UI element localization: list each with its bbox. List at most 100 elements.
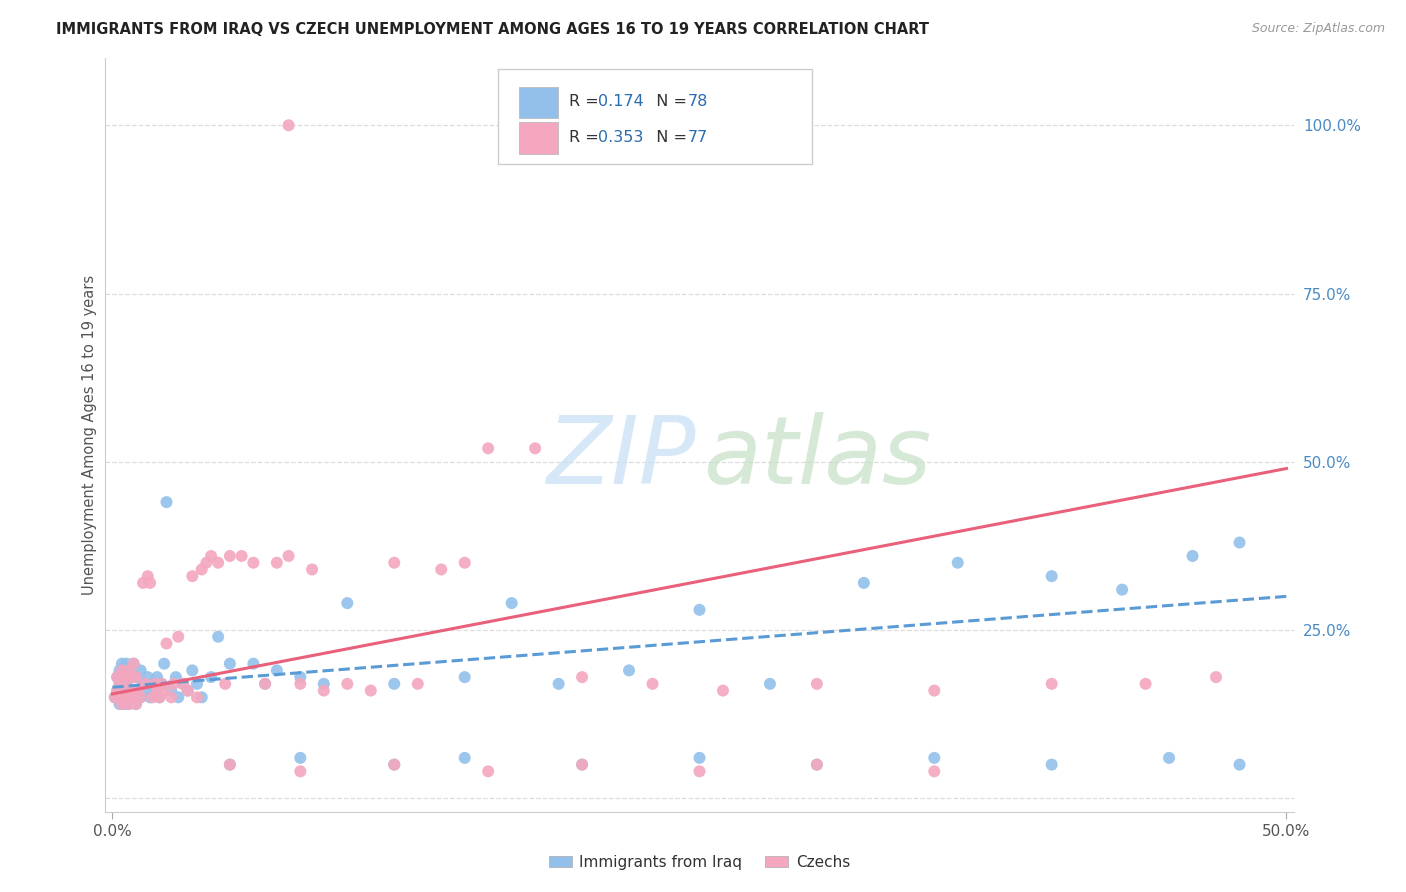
Text: R =: R = — [569, 95, 603, 109]
Text: 78: 78 — [688, 95, 709, 109]
Point — [155, 636, 177, 650]
Text: atlas: atlas — [703, 412, 931, 503]
Point — [688, 603, 710, 617]
Point — [125, 670, 148, 684]
Point — [382, 677, 405, 691]
Point — [688, 751, 710, 765]
Point — [806, 757, 828, 772]
Point — [122, 657, 145, 671]
Point — [111, 677, 134, 691]
Point — [139, 575, 162, 590]
Point — [1229, 757, 1251, 772]
Point — [134, 677, 156, 691]
Point — [115, 677, 138, 691]
Point — [200, 670, 222, 684]
Point — [946, 556, 969, 570]
Point — [176, 683, 198, 698]
Point — [190, 562, 212, 576]
Point — [127, 683, 149, 698]
Point — [108, 664, 131, 678]
Point — [120, 690, 142, 705]
Point — [105, 670, 128, 684]
Point — [132, 677, 155, 691]
Point — [105, 683, 128, 698]
Point — [617, 664, 640, 678]
Point — [108, 677, 131, 691]
Point — [186, 690, 208, 705]
Point — [922, 683, 945, 698]
Point — [501, 596, 523, 610]
Point — [160, 683, 183, 698]
Point — [136, 670, 159, 684]
Point — [1157, 751, 1180, 765]
Point — [129, 690, 152, 705]
Point — [150, 677, 173, 691]
Point — [125, 697, 148, 711]
Point — [153, 683, 176, 698]
Point — [143, 683, 166, 698]
Point — [571, 670, 593, 684]
Point — [108, 677, 131, 691]
Point — [219, 757, 242, 772]
Point — [207, 556, 229, 570]
Point — [759, 677, 782, 691]
Point — [167, 630, 190, 644]
Point — [231, 549, 253, 563]
Point — [1229, 535, 1251, 549]
Point — [571, 757, 593, 772]
Point — [112, 664, 135, 678]
Point — [922, 764, 945, 779]
Point — [806, 677, 828, 691]
Point — [290, 677, 312, 691]
FancyBboxPatch shape — [519, 122, 558, 153]
Point — [571, 757, 593, 772]
Point — [155, 495, 177, 509]
Text: 77: 77 — [688, 129, 707, 145]
Point — [454, 751, 477, 765]
Point — [266, 664, 288, 678]
Point — [219, 657, 242, 671]
Point — [112, 683, 135, 698]
Point — [104, 690, 127, 705]
Point — [219, 549, 242, 563]
Point — [688, 764, 710, 779]
Point — [382, 757, 405, 772]
Point — [242, 657, 264, 671]
Point — [120, 670, 142, 684]
Point — [129, 690, 152, 705]
FancyBboxPatch shape — [519, 87, 558, 119]
Text: N =: N = — [645, 95, 692, 109]
Point — [120, 670, 142, 684]
Point — [477, 764, 499, 779]
Point — [336, 596, 359, 610]
Point — [360, 683, 382, 698]
Text: Source: ZipAtlas.com: Source: ZipAtlas.com — [1251, 22, 1385, 36]
Point — [111, 664, 134, 678]
Text: 0.174: 0.174 — [599, 95, 644, 109]
Point — [146, 670, 169, 684]
Point — [122, 683, 145, 698]
Point — [148, 690, 170, 705]
Point — [336, 677, 359, 691]
Point — [176, 683, 198, 698]
Point — [111, 657, 134, 671]
Point — [301, 562, 323, 576]
Point — [146, 683, 169, 698]
Point — [108, 690, 131, 705]
Point — [406, 677, 429, 691]
Point — [219, 757, 242, 772]
Point — [1040, 569, 1063, 583]
Point — [852, 575, 875, 590]
Point — [125, 697, 148, 711]
Point — [190, 690, 212, 705]
Point — [1111, 582, 1133, 597]
Point — [266, 556, 288, 570]
Point — [172, 677, 194, 691]
Text: 0.353: 0.353 — [599, 129, 644, 145]
Point — [115, 657, 138, 671]
Point — [195, 556, 218, 570]
Point — [922, 751, 945, 765]
Point — [1135, 677, 1157, 691]
Text: IMMIGRANTS FROM IRAQ VS CZECH UNEMPLOYMENT AMONG AGES 16 TO 19 YEARS CORRELATION: IMMIGRANTS FROM IRAQ VS CZECH UNEMPLOYME… — [56, 22, 929, 37]
Point — [214, 677, 236, 691]
